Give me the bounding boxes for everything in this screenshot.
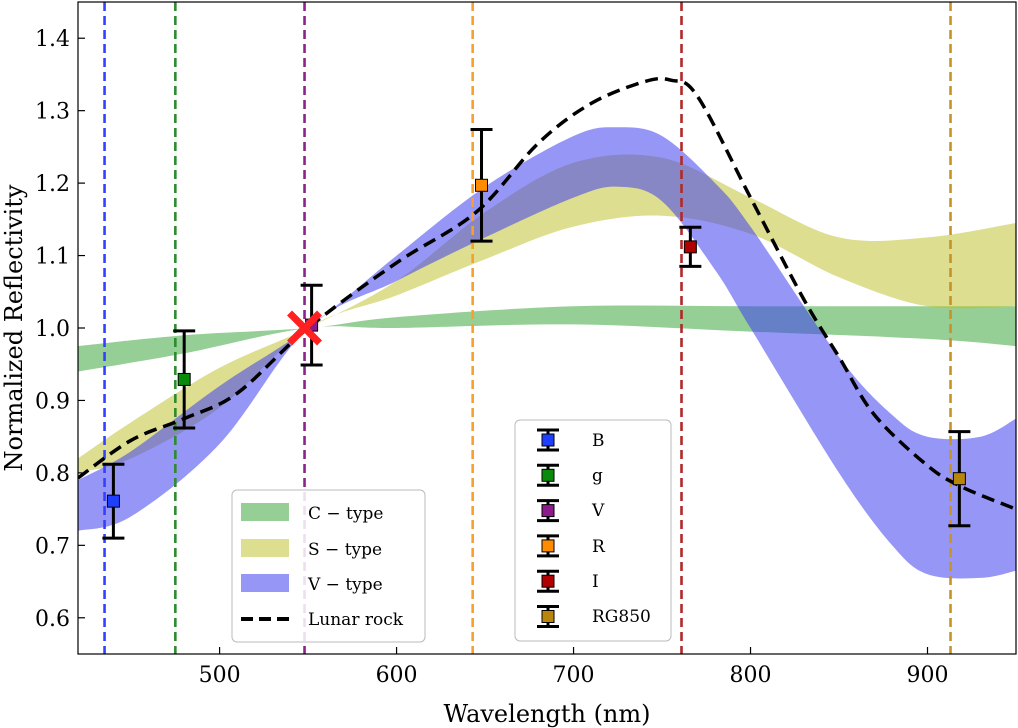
y-tick-label-0-7: 0.7 [35, 534, 70, 559]
data-point-rg850 [952, 472, 966, 486]
y-tick-label-1-0: 1.0 [35, 317, 70, 342]
y-axis-label: Normalized Reflectivity [0, 184, 28, 471]
y-tick-label-1-3: 1.3 [35, 100, 70, 125]
legend-label-lunar-rock: Lunar rock [308, 610, 404, 630]
y-tick-label-1-2: 1.2 [35, 172, 70, 197]
data-point-r [475, 178, 489, 192]
legend-marker-g [541, 468, 555, 482]
legend-label-g: g [592, 466, 603, 486]
y-tick-label-1-1: 1.1 [35, 245, 70, 270]
data-point-b [106, 494, 120, 508]
legend-right: B g V R I RG850 [514, 419, 672, 642]
legend-label-v: V [591, 501, 605, 521]
x-tick-label-600: 600 [376, 663, 418, 688]
legend-label-b: B [592, 431, 605, 451]
legend-marker-r [541, 539, 555, 553]
normalization-marker-stroke-2 [287, 310, 323, 346]
x-axis-label: Wavelength (nm) [443, 700, 650, 728]
x-tick-label-800: 800 [730, 663, 772, 688]
band-s-type [78, 154, 1016, 473]
legend-label-rg850: RG850 [592, 607, 651, 627]
legend-left-box [231, 489, 426, 643]
y-tick-label-1-4: 1.4 [35, 27, 70, 52]
legend-marker-i [541, 574, 555, 588]
spectral-bands [78, 127, 1016, 579]
data-point-g [177, 372, 191, 386]
y-tick-label-0-9: 0.9 [35, 389, 70, 414]
legend-swatch-c-type [241, 503, 289, 521]
legend-marker-b [541, 433, 555, 447]
legend-label-c-type: C − type [308, 504, 383, 524]
legend-swatch-s-type [241, 539, 289, 557]
legend-label-r: R [592, 537, 606, 557]
axis-ticks: 500 600 700 800 900 0.6 0.7 0.8 0.9 1.0 1.1 1.2 1.3 1… [35, 27, 949, 688]
band-c-type [78, 305, 1016, 372]
x-tick-label-700: 700 [553, 663, 595, 688]
legend-left: C − type S − type V − type Lunar rock [231, 489, 426, 643]
data-points [102, 128, 971, 540]
data-point-i [683, 240, 697, 254]
x-tick-label-500: 500 [199, 663, 241, 688]
band-v-type [78, 127, 1016, 579]
legend-swatch-v-type [241, 574, 289, 592]
y-tick-label-0-8: 0.8 [35, 462, 70, 487]
normalization-marker-group [287, 310, 323, 346]
legend-marker-rg850 [541, 610, 555, 623]
lunar-rock-curve [78, 76, 1016, 511]
legend-marker-v [541, 504, 555, 518]
x-tick-label-900: 900 [907, 663, 949, 688]
legend-label-v-type: V − type [307, 575, 383, 595]
legend-label-s-type: S − type [308, 540, 382, 560]
lunar-rock-curve-group [78, 76, 1016, 511]
y-tick-label-0-6: 0.6 [35, 607, 70, 632]
legend-label-i: I [592, 572, 599, 592]
